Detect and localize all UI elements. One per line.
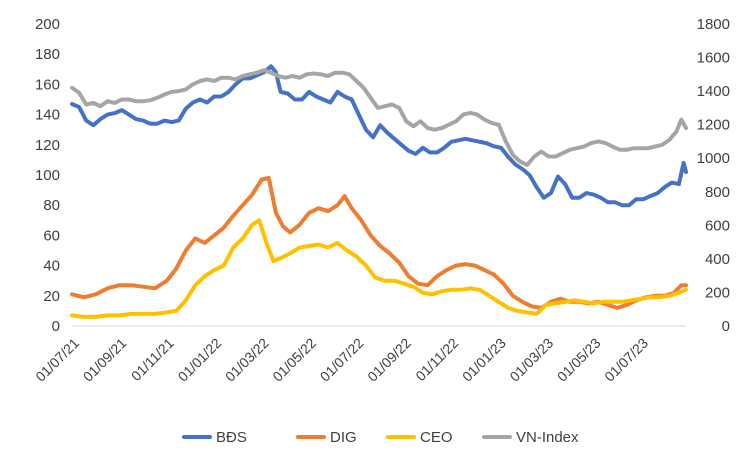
series-line-vn-index [70,68,688,167]
left-tick-label: 200 [35,16,60,33]
series-lines [70,64,688,319]
left-tick-label: 100 [35,167,60,184]
legend-label-ceo: CEO [420,429,453,446]
left-tick-label: 0 [52,318,60,335]
x-tick-label: 01/03/23 [506,335,556,385]
right-tick-label: 800 [705,184,730,201]
x-tick-label: 01/11/22 [412,335,461,384]
right-tick-label: 1200 [697,117,730,134]
x-tick-label: 01/05/22 [269,335,319,385]
left-tick-label: 80 [43,197,60,214]
right-tick-label: 400 [705,251,730,268]
legend: BĐS DIG CEO VN-Index [182,429,579,446]
right-tick-label: 200 [705,284,730,301]
left-tick-label: 60 [43,227,60,244]
right-tick-label: 1400 [697,83,730,100]
left-tick-label: 160 [35,76,60,93]
x-tick-label: 01/07/22 [317,335,367,385]
x-tick-label: 01/09/21 [80,335,130,385]
legend-label-vn-index: VN-Index [516,429,579,446]
x-tick-label: 01/07/21 [32,335,82,385]
right-tick-label: 600 [705,217,730,234]
series-line-b-s [70,64,688,208]
left-tick-label: 120 [35,137,60,154]
right-tick-label: 1800 [697,16,730,33]
x-tick-label: 01/03/22 [222,335,272,385]
left-tick-label: 180 [35,46,60,63]
right-tick-label: 1600 [697,50,730,67]
left-tick-label: 40 [43,258,60,275]
series-line-ceo [70,218,688,319]
legend-label-b-s: BĐS [216,429,247,446]
right-tick-label: 0 [722,318,730,335]
right-tick-label: 1000 [697,150,730,167]
x-tick-label: 01/11/21 [128,335,177,384]
x-tick-label: 01/07/23 [601,335,651,385]
x-tick-label: 01/01/23 [459,335,509,385]
left-tick-label: 140 [35,107,60,124]
legend-label-dig: DIG [330,429,357,446]
x-axis-ticks: 01/07/2101/09/2101/11/2101/01/2201/03/22… [32,335,651,385]
x-tick-label: 01/09/22 [364,335,414,385]
x-tick-label: 01/01/22 [175,335,225,385]
right-axis-ticks: 0 200 400 600 800 1000 1200 1400 1600 1800 [697,16,730,335]
series-line-dig [70,176,688,310]
x-tick-label: 01/05/23 [554,335,604,385]
left-axis-ticks: 0 20 40 60 80 100 120 140 160 180 200 [35,16,60,335]
left-tick-label: 20 [43,288,60,305]
